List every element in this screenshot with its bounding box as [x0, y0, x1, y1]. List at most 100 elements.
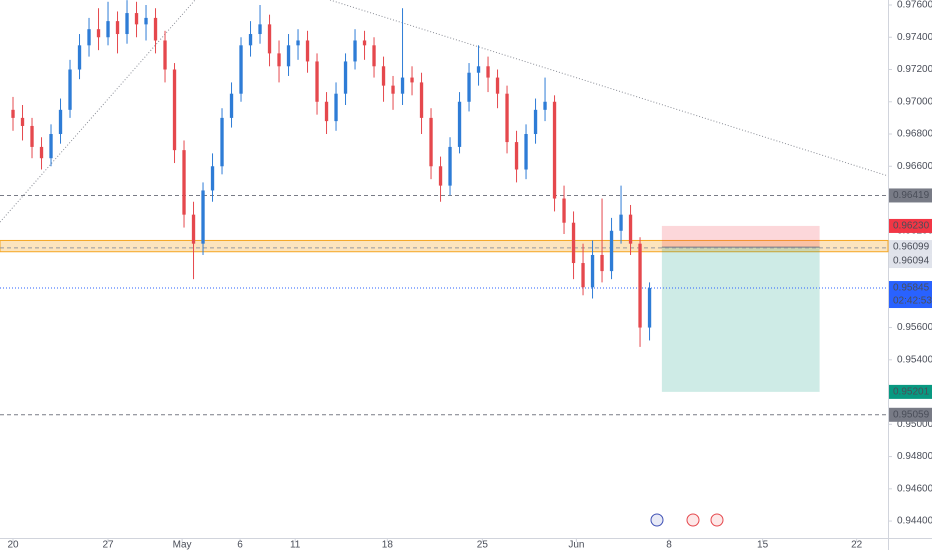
candle-body — [134, 13, 139, 25]
candle-body — [11, 109, 15, 118]
candle-body — [486, 66, 490, 78]
candle-body — [324, 101, 329, 122]
x-tick-label: 27 — [102, 540, 114, 550]
y-tick-label: 0.96800 — [897, 129, 932, 140]
candle-body — [229, 93, 234, 118]
price-label: 0.96099 — [893, 242, 930, 253]
x-tick-label: 22 — [851, 540, 863, 550]
y-tick-label: 0.94600 — [897, 483, 932, 494]
candle-body — [419, 82, 424, 118]
y-tick-label: 0.95600 — [897, 322, 932, 333]
x-tick-label: 15 — [757, 540, 769, 550]
y-tick-label: 0.94800 — [897, 451, 932, 462]
candle-body — [267, 24, 272, 54]
candle-body — [552, 101, 557, 199]
price-label: 0.95201 — [893, 387, 930, 398]
price-label: 0.95845 — [893, 283, 930, 294]
price-label-box — [889, 188, 932, 203]
risk-box — [661, 225, 820, 248]
y-tick-label: 0.97400 — [897, 32, 932, 43]
price-label-box — [889, 240, 932, 255]
candle-body — [467, 72, 471, 102]
candle-body — [476, 66, 481, 73]
price-label-box — [889, 384, 932, 399]
candle-body — [619, 214, 623, 231]
y-tick-label: 0.96600 — [897, 161, 932, 172]
candle-body — [429, 117, 433, 167]
candle-body — [296, 40, 300, 46]
candle-body — [87, 29, 91, 46]
candle-body — [277, 53, 281, 67]
price-label-box — [889, 281, 932, 309]
candle-body — [163, 40, 167, 70]
x-tick-label: May — [173, 540, 192, 550]
price-label-box — [889, 407, 932, 422]
price-label-box — [889, 254, 932, 269]
candle-body — [343, 61, 348, 94]
candle-body — [334, 93, 338, 122]
candle-body — [600, 254, 604, 272]
candle-body — [248, 34, 253, 46]
candle-body — [239, 45, 243, 94]
candle-body — [495, 77, 500, 94]
candle-body — [49, 134, 53, 159]
x-tick-label: 25 — [477, 540, 489, 550]
event-icons[interactable] — [650, 513, 724, 527]
y-tick-label: 0.95400 — [897, 354, 932, 365]
candle-body — [628, 214, 633, 244]
candle-body — [638, 243, 642, 328]
candle-body — [581, 263, 585, 288]
y-tick-label: 0.95000 — [897, 419, 932, 430]
candle-body — [39, 146, 44, 159]
candle-body — [400, 77, 405, 94]
zone — [0, 239, 889, 253]
price-label: 0.96419 — [893, 190, 930, 201]
candle-body — [353, 40, 357, 62]
event-icon[interactable] — [650, 513, 664, 527]
candle-body — [514, 142, 519, 170]
x-tick-label: 11 — [290, 540, 301, 550]
y-tick-label: 0.94400 — [897, 516, 932, 527]
x-tick-label: 8 — [666, 540, 672, 550]
candle-body — [571, 222, 576, 264]
candle-body — [315, 61, 319, 102]
candle-body — [144, 17, 148, 25]
candle-body — [533, 109, 538, 135]
reward-box — [661, 247, 820, 392]
candle-body — [647, 288, 652, 328]
y-tick-label: 0.97600 — [897, 0, 932, 11]
candle-body — [20, 117, 25, 126]
x-tick-label: Jun — [568, 540, 584, 550]
candle-body — [438, 166, 443, 186]
candle-body — [191, 214, 196, 244]
candle-body — [258, 24, 262, 35]
candle-body — [410, 77, 414, 83]
candle-body — [68, 69, 72, 110]
candle-body — [172, 69, 177, 151]
x-tick-label: 6 — [237, 540, 243, 550]
candle-body — [182, 150, 186, 215]
candle-body — [96, 29, 101, 38]
event-icon[interactable] — [686, 513, 700, 527]
candle-body — [609, 230, 614, 272]
event-icon[interactable] — [710, 513, 724, 527]
candle-body — [77, 45, 82, 70]
candle-body — [201, 190, 205, 244]
candle-body — [457, 101, 462, 147]
candle-body — [505, 93, 509, 143]
x-tick-label: 20 — [7, 540, 19, 550]
candle-body — [286, 45, 291, 67]
y-tick-label: 0.97200 — [897, 64, 932, 75]
price-label: 0.96230 — [893, 221, 930, 232]
price-label-box — [889, 218, 932, 233]
candle-body — [372, 45, 376, 67]
candle-body — [106, 21, 110, 38]
candle-body — [391, 85, 395, 94]
y-tick-label: 0.97000 — [897, 96, 932, 107]
x-tick-label: 18 — [382, 540, 394, 550]
candle-body — [153, 17, 158, 41]
candle-body — [210, 166, 215, 191]
candle-body — [305, 40, 310, 62]
